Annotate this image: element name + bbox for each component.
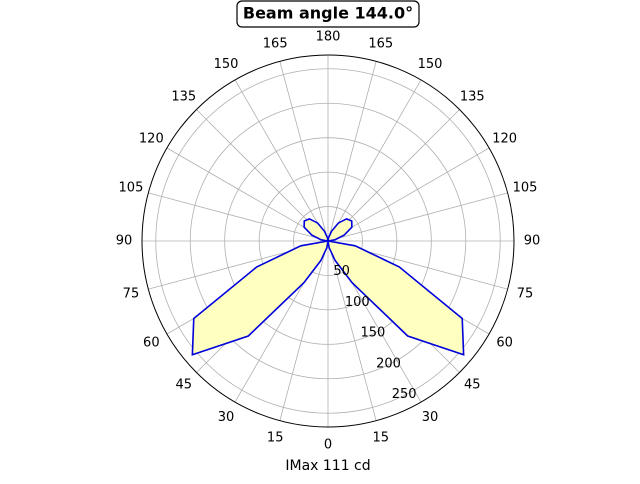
grid-spoke xyxy=(327,109,460,242)
r-tick-label: 50 xyxy=(333,264,350,279)
theta-tick-label: 165 xyxy=(263,36,288,51)
chart-title: Beam angle 144.0° xyxy=(243,4,413,23)
grid-spoke xyxy=(327,61,377,242)
theta-tick-label: 120 xyxy=(139,132,164,147)
theta-tick-label: 15 xyxy=(267,431,284,446)
grid-spoke xyxy=(279,61,329,242)
grid-spoke xyxy=(327,147,490,242)
theta-tick-label: 90 xyxy=(116,234,133,249)
r-tick-label: 100 xyxy=(345,295,370,310)
grid-spoke xyxy=(234,79,329,242)
theta-tick-label: 180 xyxy=(316,30,341,45)
theta-tick-label: 60 xyxy=(496,336,513,351)
theta-tick-label: 90 xyxy=(524,234,541,249)
grid-spoke xyxy=(148,192,329,242)
grid-spoke xyxy=(327,240,377,421)
grid-spoke xyxy=(279,240,329,421)
x-label: IMax 111 cd xyxy=(285,458,370,474)
theta-tick-label: 30 xyxy=(218,410,235,425)
polar-frame xyxy=(141,54,515,428)
theta-tick-label: 105 xyxy=(513,181,538,196)
theta-tick-label: 150 xyxy=(214,57,239,72)
grid-spoke xyxy=(327,192,508,242)
theta-tick-label: 150 xyxy=(418,57,443,72)
theta-tick-label: 60 xyxy=(143,336,160,351)
theta-tick-label: 135 xyxy=(171,89,196,104)
theta-tick-label: 15 xyxy=(373,431,390,446)
r-tick-label: 150 xyxy=(360,326,385,341)
theta-tick-label: 45 xyxy=(464,378,481,393)
r-tick-label: 250 xyxy=(392,387,417,402)
theta-tick-label: 0 xyxy=(324,438,332,453)
intensity-curve xyxy=(191,217,465,356)
theta-tick-label: 30 xyxy=(422,410,439,425)
grid-spoke xyxy=(327,79,422,242)
theta-tick-label: 105 xyxy=(119,181,144,196)
grid-spoke xyxy=(166,147,329,242)
theta-tick-label: 75 xyxy=(517,286,534,301)
theta-tick-label: 45 xyxy=(175,378,192,393)
theta-tick-label: 120 xyxy=(492,132,517,147)
theta-tick-label: 135 xyxy=(460,89,485,104)
theta-tick-label: 75 xyxy=(123,286,140,301)
title-box xyxy=(236,0,420,28)
r-tick-label: 200 xyxy=(376,356,401,371)
grid-spoke xyxy=(196,109,329,242)
theta-tick-label: 165 xyxy=(368,36,393,51)
